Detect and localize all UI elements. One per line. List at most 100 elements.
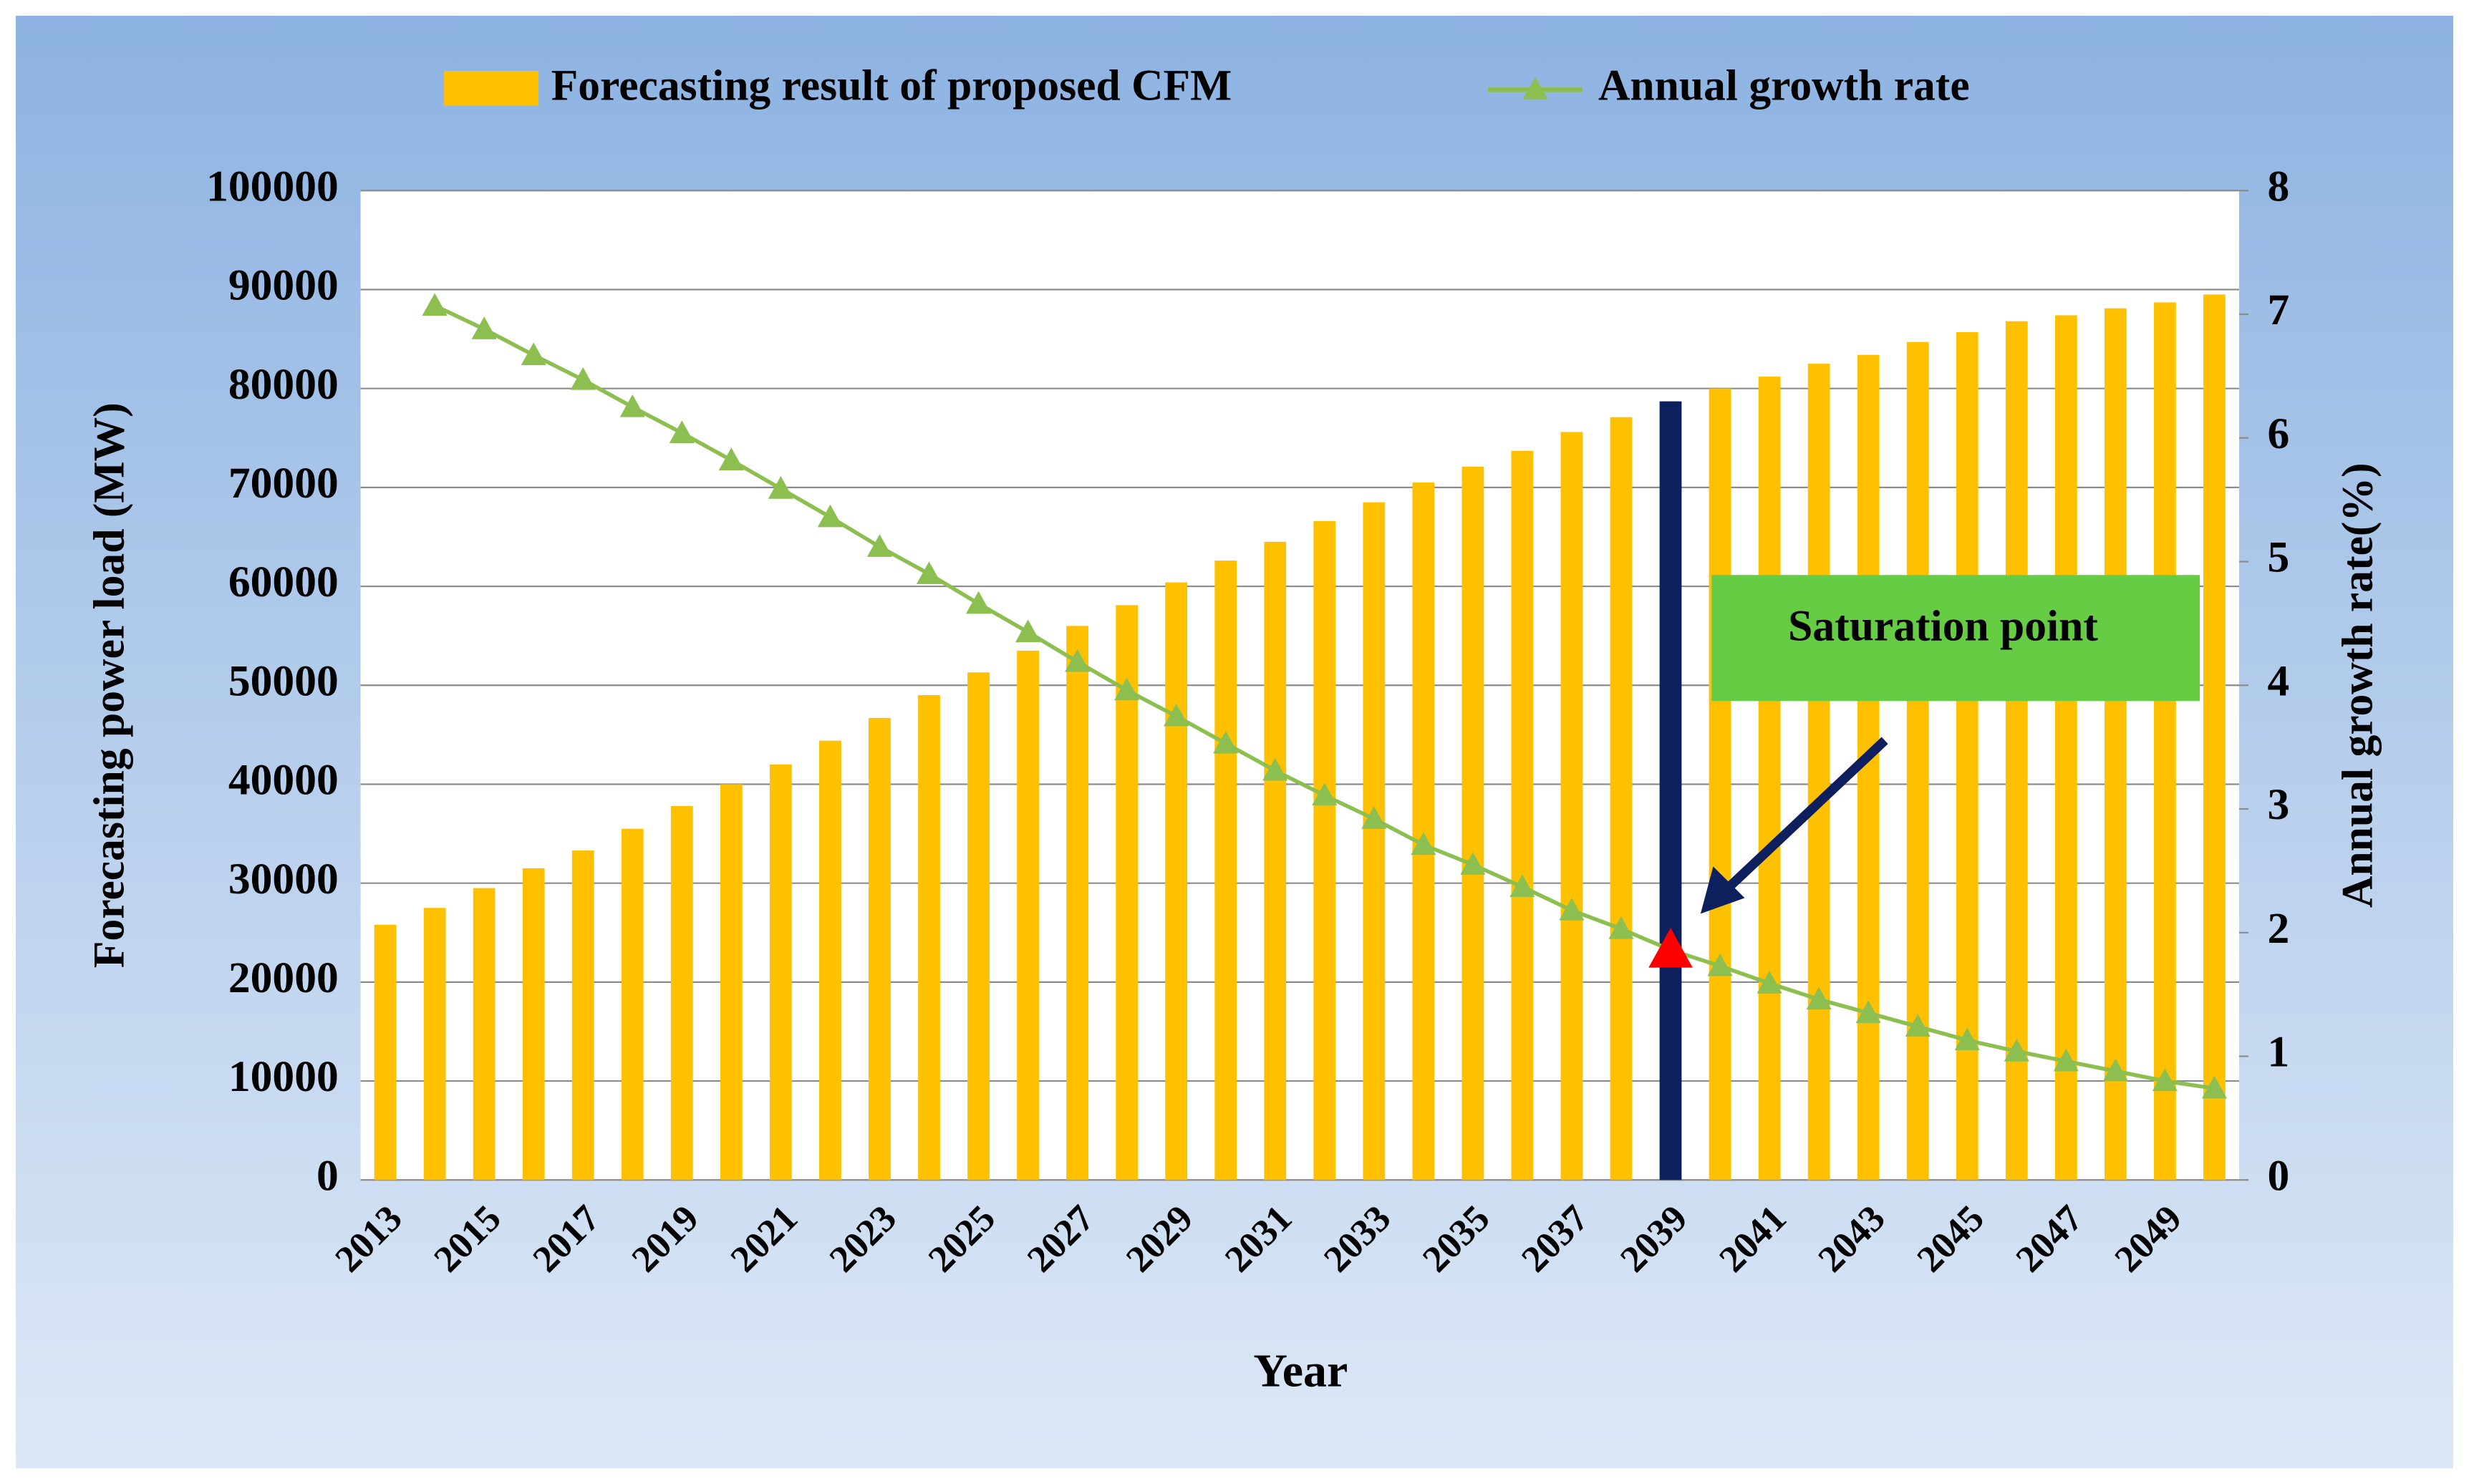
y-tick-label: 90000 <box>228 261 339 310</box>
y2-tick-label: 2 <box>2268 904 2290 953</box>
annotation-arrowhead <box>1700 866 1745 914</box>
legend-label: Annual growth rate <box>1598 62 1970 110</box>
line-marker <box>2102 1058 2128 1082</box>
bar <box>374 924 397 1180</box>
annotation-box <box>1711 575 2200 702</box>
bar <box>2104 308 2127 1180</box>
line-marker <box>2004 1039 2029 1062</box>
y-tick-label: 100000 <box>206 162 339 210</box>
y2-tick-label: 3 <box>2268 780 2290 829</box>
bar <box>571 850 594 1180</box>
bar <box>1165 582 1188 1180</box>
bar <box>473 888 496 1180</box>
y2-tick-label: 7 <box>2268 286 2290 334</box>
line-marker <box>1114 677 1140 701</box>
y2-tick-label: 4 <box>2268 656 2290 705</box>
line-marker <box>1312 782 1338 806</box>
line-marker <box>1015 619 1041 643</box>
line-marker <box>1460 852 1486 875</box>
bar <box>1956 331 1978 1180</box>
bar <box>1758 377 1781 1180</box>
line-marker <box>1954 1027 1980 1051</box>
line-marker <box>866 534 893 557</box>
bar <box>2203 294 2226 1180</box>
y2-tick-label: 1 <box>2268 1028 2290 1077</box>
line-marker <box>1213 730 1239 754</box>
line-marker <box>1411 832 1436 855</box>
y2-tick-label: 5 <box>2268 533 2290 582</box>
bar <box>2005 321 2028 1180</box>
line-marker <box>1559 898 1585 921</box>
line-marker <box>768 475 793 499</box>
bar <box>522 868 545 1180</box>
y-axis-label: Forecasting power load (MW) <box>84 402 133 968</box>
line-marker <box>422 293 448 316</box>
bar <box>1214 561 1237 1180</box>
line-marker <box>1608 916 1634 939</box>
line-marker <box>1361 806 1387 829</box>
bar <box>670 805 693 1180</box>
line-marker <box>521 342 546 366</box>
bar <box>1610 417 1633 1180</box>
line-marker <box>2201 1075 2228 1099</box>
annotation-text: Saturation point <box>1788 601 2098 650</box>
line-marker <box>1707 953 1733 976</box>
line-marker <box>1164 703 1189 727</box>
line-marker <box>916 561 942 584</box>
line-marker <box>669 420 695 443</box>
y-tick-label: 80000 <box>228 360 339 409</box>
bar <box>1412 482 1435 1180</box>
y-tick-label: 70000 <box>228 459 339 508</box>
y2-tick-label: 0 <box>2268 1151 2290 1200</box>
line-marker <box>2152 1068 2178 1092</box>
legend-label: Forecasting result of proposed CFM <box>551 62 1232 110</box>
line-marker <box>2053 1048 2079 1072</box>
line-marker <box>1757 970 1782 994</box>
legend-swatch-bar <box>444 71 539 106</box>
line-marker <box>1262 757 1288 781</box>
line-marker <box>1065 649 1091 672</box>
bar <box>869 717 891 1180</box>
bar <box>2054 315 2077 1180</box>
bar <box>967 672 990 1180</box>
line-marker <box>817 504 844 528</box>
bar <box>1116 605 1139 1180</box>
bar <box>1560 432 1583 1180</box>
line-marker <box>1905 1014 1931 1037</box>
bar <box>423 908 446 1180</box>
bar <box>1066 626 1088 1180</box>
y-tick-label: 30000 <box>228 855 339 903</box>
bar <box>1511 450 1534 1180</box>
annotation-arrow <box>1721 737 1888 896</box>
y-tick-label: 10000 <box>228 1052 339 1101</box>
line-marker <box>965 591 992 614</box>
line-marker <box>1648 928 1693 968</box>
legend-swatch-marker <box>1522 77 1548 100</box>
line-marker <box>570 367 596 390</box>
bar <box>1017 650 1039 1180</box>
y2-tick-label: 8 <box>2268 162 2290 210</box>
bar <box>819 740 841 1180</box>
bar <box>1659 401 1682 1180</box>
line-marker <box>471 316 497 339</box>
bar <box>1461 466 1484 1180</box>
y-tick-label: 50000 <box>228 656 339 705</box>
bar <box>621 828 644 1180</box>
line-marker <box>718 447 744 470</box>
bar <box>720 784 743 1180</box>
line-marker <box>619 394 645 417</box>
marks <box>374 293 2228 1180</box>
bar <box>1264 541 1287 1180</box>
y-tick-label: 60000 <box>228 558 339 606</box>
bar <box>1709 388 1731 1180</box>
line-marker <box>1855 1000 1881 1024</box>
line-marker <box>1806 986 1832 1010</box>
bar <box>1313 520 1336 1180</box>
bar <box>1363 502 1386 1180</box>
y-tick-label: 40000 <box>228 756 339 805</box>
y2-tick-label: 6 <box>2268 409 2290 458</box>
line-marker <box>1509 874 1535 897</box>
bar <box>1906 341 1929 1180</box>
y2-axis-label: Annual growth rate(%) <box>2334 462 2382 908</box>
